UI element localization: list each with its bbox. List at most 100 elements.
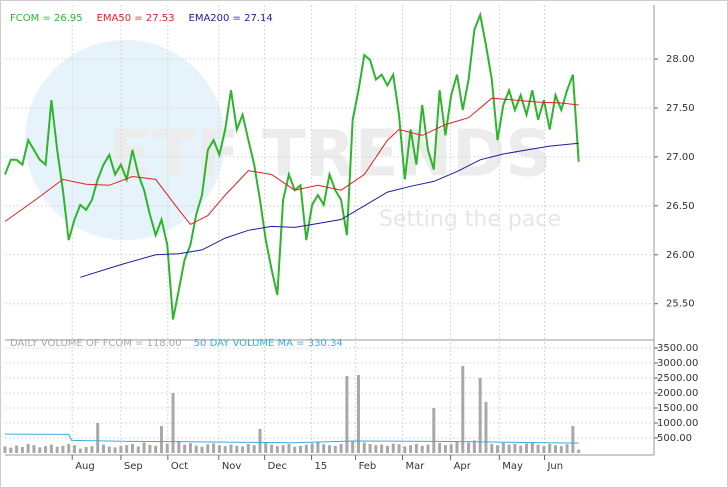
volume-bar: [385, 445, 389, 453]
volume-bar: [356, 375, 360, 453]
volume-bar: [577, 449, 581, 453]
volume-bar: [403, 446, 407, 453]
x-tick-label: Aug: [75, 461, 95, 472]
volume-bar: [171, 393, 175, 453]
legend-label: DAILY VOLUME OF FCOM = 118.00: [10, 338, 182, 349]
x-tick-label: 15: [315, 461, 328, 472]
volume-bar: [38, 447, 42, 453]
volume-bar: [472, 440, 476, 453]
volume-bar: [246, 444, 250, 453]
volume-bar: [455, 441, 459, 453]
watermark-tagline: Setting the pace: [379, 207, 561, 232]
volume-bar: [345, 375, 349, 453]
volume-bar: [525, 443, 529, 453]
volume-bar: [275, 446, 279, 453]
volume-bar: [217, 445, 221, 453]
volume-bar: [362, 442, 366, 453]
x-tick-label: Sep: [124, 461, 143, 472]
y-tick-label: 500.00: [657, 433, 692, 444]
volume-bar: [136, 446, 140, 453]
volume-bar: [496, 445, 500, 453]
volume-bar: [380, 444, 384, 453]
volume-bar: [113, 447, 117, 453]
volume-bar: [420, 445, 424, 453]
series-line: [4, 433, 579, 444]
volume-bar: [391, 443, 395, 453]
volume-bar: [293, 446, 297, 453]
volume-bar: [9, 447, 13, 453]
volume-bar: [154, 445, 158, 453]
y-tick-label: 26.00: [666, 250, 695, 261]
x-tick-label: Apr: [454, 461, 472, 472]
volume-bar: [159, 426, 163, 453]
volume-bar: [96, 423, 100, 453]
series-line: [4, 11, 580, 320]
volume-bar: [20, 447, 24, 453]
legend-label: 50 DAY VOLUME MA = 330.34: [194, 338, 343, 349]
volume-bar: [310, 443, 314, 453]
volume-bar: [513, 444, 517, 453]
x-tick-label: Jun: [546, 461, 563, 472]
legend-label: EMA200 = 27.14: [189, 13, 273, 24]
y-tick-label: 2500.00: [657, 373, 698, 384]
x-tick-label: Mar: [406, 461, 426, 472]
volume-bar: [15, 445, 19, 453]
volume-bar: [183, 444, 187, 453]
volume-bar: [235, 445, 239, 453]
volume-bar: [461, 366, 465, 453]
y-tick-label: 27.50: [666, 103, 695, 114]
series-line: [4, 97, 579, 226]
volume-bar: [252, 445, 256, 453]
volume-bar: [501, 442, 505, 453]
volume-bar: [507, 444, 511, 453]
volume-bar: [258, 429, 262, 453]
volume-bar: [438, 443, 442, 453]
volume-bar: [241, 446, 245, 453]
volume-bar: [542, 445, 546, 453]
volume-bar: [368, 444, 372, 453]
volume-bar: [84, 447, 88, 453]
volume-bar: [397, 444, 401, 453]
x-tick-label: Feb: [359, 461, 377, 472]
volume-bar: [281, 445, 285, 453]
y-tick-label: 1500.00: [657, 403, 698, 414]
x-tick-label: May: [502, 461, 523, 472]
volume-bar: [374, 445, 378, 453]
volume-bar: [414, 444, 418, 453]
volume-bar: [478, 378, 482, 453]
y-tick-label: 27.00: [666, 152, 695, 163]
volume-bar: [223, 446, 227, 453]
volume-bar: [426, 444, 430, 453]
volume-bar: [548, 444, 552, 453]
volume-bar: [61, 445, 65, 453]
volume-bar: [148, 444, 152, 453]
volume-bar: [67, 444, 71, 453]
volume-bar: [73, 445, 77, 453]
volume-bar: [351, 441, 355, 453]
volume-bar: [49, 444, 53, 453]
volume-bar: [304, 444, 308, 453]
volume-bar: [519, 445, 523, 453]
volume-bar: [102, 444, 106, 453]
x-tick-label: Nov: [222, 461, 242, 472]
volume-bar: [432, 408, 436, 453]
volume-bar: [55, 446, 59, 453]
volume-bar: [333, 445, 337, 453]
watermark-title: ETF TRENDS: [109, 118, 552, 192]
volume-bar: [200, 446, 204, 453]
volume-bar: [339, 444, 343, 453]
volume-bar: [530, 442, 534, 453]
y-tick-label: 1000.00: [657, 418, 698, 429]
volume-bar: [206, 444, 210, 453]
volume-bar: [194, 445, 198, 453]
x-tick-label: Oct: [171, 461, 188, 472]
volume-bar: [188, 443, 192, 453]
y-tick-label: 3000.00: [657, 358, 698, 369]
volume-bar: [142, 442, 146, 453]
series-line: [80, 142, 579, 278]
volume-bar: [316, 442, 320, 453]
volume-bar: [107, 446, 111, 453]
volume-bar: [26, 444, 30, 453]
volume-bar: [177, 441, 181, 453]
